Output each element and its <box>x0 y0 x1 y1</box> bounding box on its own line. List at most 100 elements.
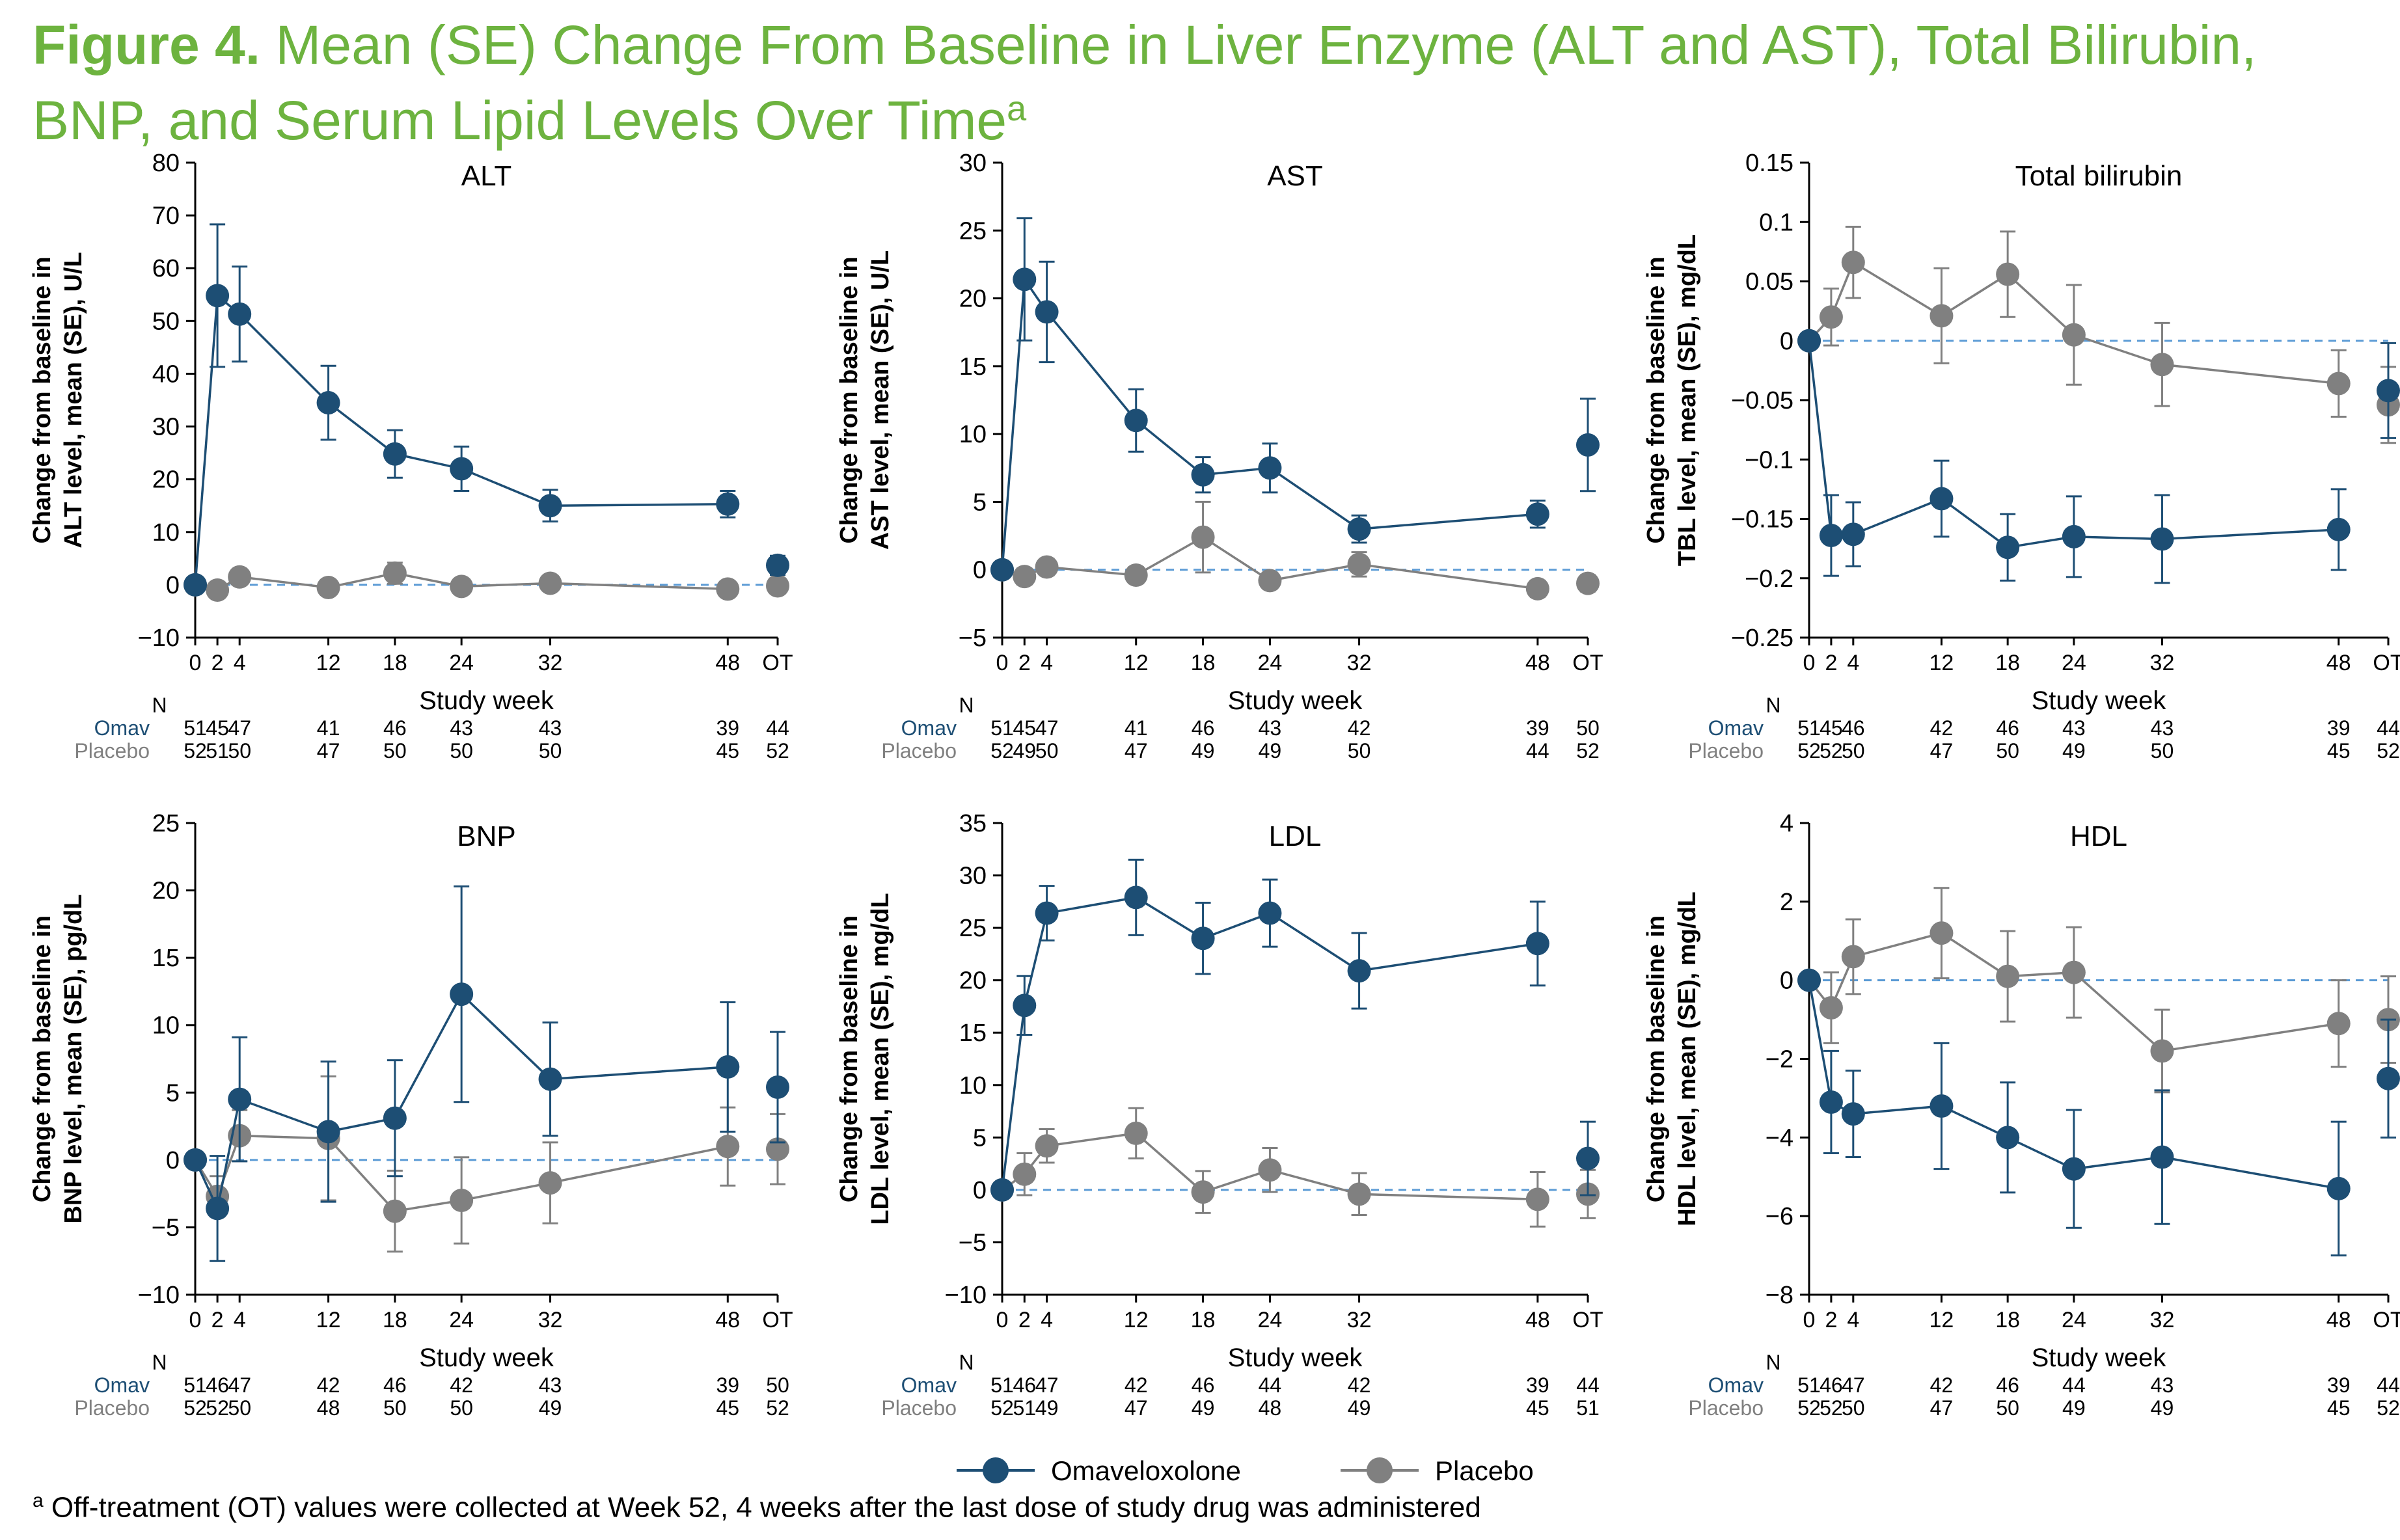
chart-6-x-tick-label: OT <box>2373 1308 2400 1332</box>
chart-5-omav-point <box>1258 901 1282 925</box>
chart-5-n-omav-value: 39 <box>1526 1373 1549 1397</box>
chart-2-n-placebo-value: 52 <box>1576 739 1600 763</box>
chart-1-x-tick-label: OT <box>762 651 793 675</box>
chart-3-n-omav-value: 43 <box>2062 716 2086 740</box>
chart-3-n-placebo-value: 45 <box>2327 739 2351 763</box>
chart-4-omav-point <box>538 1067 562 1091</box>
chart-6-y-axis-label-line: Change from baseline in <box>1643 915 1670 1202</box>
chart-1-n-omav-value: 44 <box>766 716 789 740</box>
chart-3-y-axis-label-line: TBL level, mean (SE), mg/dL <box>1674 234 1701 566</box>
chart-2-placebo-point <box>1013 565 1037 589</box>
chart-2-y-axis-label-line: Change from baseline in <box>836 256 863 543</box>
chart-6-placebo-point <box>2326 1012 2351 1036</box>
chart-1-n-placebo-value: 47 <box>317 739 340 763</box>
chart-4-omav-point <box>766 1075 789 1099</box>
chart-4-n-omav-value: 51 <box>184 1373 207 1397</box>
chart-2-omav-point <box>1576 433 1600 457</box>
chart-1-y-axis-label: Change from baseline in ALT level, mean (… <box>29 252 87 548</box>
chart-5-n-omav-value: 46 <box>1192 1373 1215 1397</box>
chart-6-placebo-point <box>1996 964 2020 988</box>
chart-5-n-header: N <box>959 1351 974 1374</box>
chart-2-x-tick-label: 12 <box>1124 651 1149 675</box>
chart-1-omav-point <box>766 553 789 577</box>
chart-1-x-tick-label: 24 <box>449 651 474 675</box>
chart-6-x-axis-label: Study week <box>2032 1344 2167 1372</box>
chart-5-title: LDL <box>1269 820 1322 852</box>
chart-5-n-placebo-value: 51 <box>1013 1396 1036 1420</box>
chart-1-x-tick-label: 2 <box>211 651 224 675</box>
chart-4-n-placebo-value: 52 <box>184 1396 207 1420</box>
chart-1-placebo-point <box>316 575 340 599</box>
chart-1-y-tick-label: 20 <box>152 466 180 494</box>
chart-5-omav-point <box>1576 1146 1600 1170</box>
chart-4-omav-point <box>450 982 474 1006</box>
chart-5-y-tick-label: 20 <box>959 967 987 995</box>
chart-1-n-omav-value: 43 <box>539 716 562 740</box>
chart-2-omav-series-line <box>1001 276 1538 570</box>
chart-6-n-placebo-value: 49 <box>2151 1396 2174 1420</box>
chart-4-omav-point <box>316 1120 340 1144</box>
chart-2-x-tick-label: OT <box>1572 651 1603 675</box>
chart-2-y-tick-label: 5 <box>973 489 987 516</box>
chart-5-placebo-point <box>1191 1180 1215 1204</box>
chart-2-y-tick-label: 15 <box>959 353 987 381</box>
chart-6-x-tick-label: 48 <box>2326 1308 2351 1332</box>
chart-1-n-omav-value: 46 <box>383 716 407 740</box>
chart-1-title: ALT <box>461 160 511 192</box>
chart-3-x-tick-label: OT <box>2373 651 2400 675</box>
chart-2-x-tick-label: 48 <box>1525 651 1550 675</box>
chart-1-x-tick-label: 48 <box>715 651 740 675</box>
chart-6-placebo-point <box>2150 1039 2174 1063</box>
chart-5-n-placebo-value: 49 <box>1035 1396 1059 1420</box>
chart-4-n-placebo-value: 45 <box>716 1396 739 1420</box>
chart-1-omav-point <box>206 284 230 308</box>
chart-3-x-tick-label: 32 <box>2150 651 2175 675</box>
legend-placebo-marker <box>1367 1457 1393 1483</box>
chart-3-placebo-point <box>1819 305 1843 329</box>
chart-1-placebo-point <box>766 574 789 598</box>
chart-1-placebo-point <box>206 578 230 602</box>
chart-3-omav-point <box>2150 527 2174 551</box>
chart-3-omav-point <box>1819 524 1843 548</box>
chart-4-n-placebo-value: 50 <box>450 1396 473 1420</box>
chart-6-x-tick-label: 32 <box>2150 1308 2175 1332</box>
chart-4-placebo-point <box>450 1189 474 1212</box>
chart-4-y-tick-label: 10 <box>152 1012 180 1040</box>
chart-4-x-tick-label: 2 <box>211 1308 224 1332</box>
chart-3-n-header: N <box>1766 694 1780 717</box>
chart-6-x-tick-label: 24 <box>2062 1308 2086 1332</box>
chart-4-n-omav-value: 50 <box>766 1373 789 1397</box>
chart-4-x-tick-label: 4 <box>234 1308 246 1332</box>
chart-2-n-placebo-value: 44 <box>1526 739 1549 763</box>
chart-6-y-tick-label: −2 <box>1766 1046 1793 1074</box>
chart-4-n-omav-value: 39 <box>716 1373 739 1397</box>
chart-6-n-placebo-value: 50 <box>1842 1396 1865 1420</box>
chart-5-n-placebo-value: 51 <box>1576 1396 1600 1420</box>
chart-2-n-omav-value: 42 <box>1348 716 1371 740</box>
chart-4-n-omav-value: 42 <box>450 1373 473 1397</box>
chart-6-n-omav-value: 44 <box>2377 1373 2400 1397</box>
chart-5-n-placebo-value: 47 <box>1125 1396 1148 1420</box>
chart-2-x-tick-label: 24 <box>1258 651 1283 675</box>
chart-3-n-placebo-value: 52 <box>1797 739 1821 763</box>
chart-2-x-axis-label: Study week <box>1228 686 1363 715</box>
chart-6-y-tick-label: −4 <box>1766 1124 1793 1152</box>
chart-5-x-tick-label: OT <box>1572 1308 1603 1332</box>
chart-3-omav-point <box>2377 379 2400 403</box>
chart-6-x-tick-label: 4 <box>1847 1308 1859 1332</box>
chart-6-n-omav-label: Omav <box>1708 1373 1764 1397</box>
chart-2-n-omav-value: 47 <box>1035 716 1059 740</box>
chart-legend: Omaveloxolone Placebo <box>957 1455 1534 1486</box>
chart-1-n-omav-value: 47 <box>228 716 251 740</box>
chart-1-omav-point <box>450 457 474 481</box>
chart-3-x-tick-label: 2 <box>1825 651 1837 675</box>
chart-3-placebo-point <box>2150 353 2174 377</box>
chart-3-y-tick-label: 0.15 <box>1745 150 1793 177</box>
chart-2-n-omav-value: 51 <box>990 716 1014 740</box>
chart-5-y-axis-label-line: Change from baseline in <box>836 915 863 1202</box>
chart-5-y-tick-label: 5 <box>973 1124 987 1152</box>
chart-3-n-omav-value: 42 <box>1930 716 1954 740</box>
chart-4-y-tick-label: 20 <box>152 878 180 905</box>
chart-6-y-tick-label: 2 <box>1780 889 1793 916</box>
chart-6-omav-point <box>1996 1126 2020 1150</box>
